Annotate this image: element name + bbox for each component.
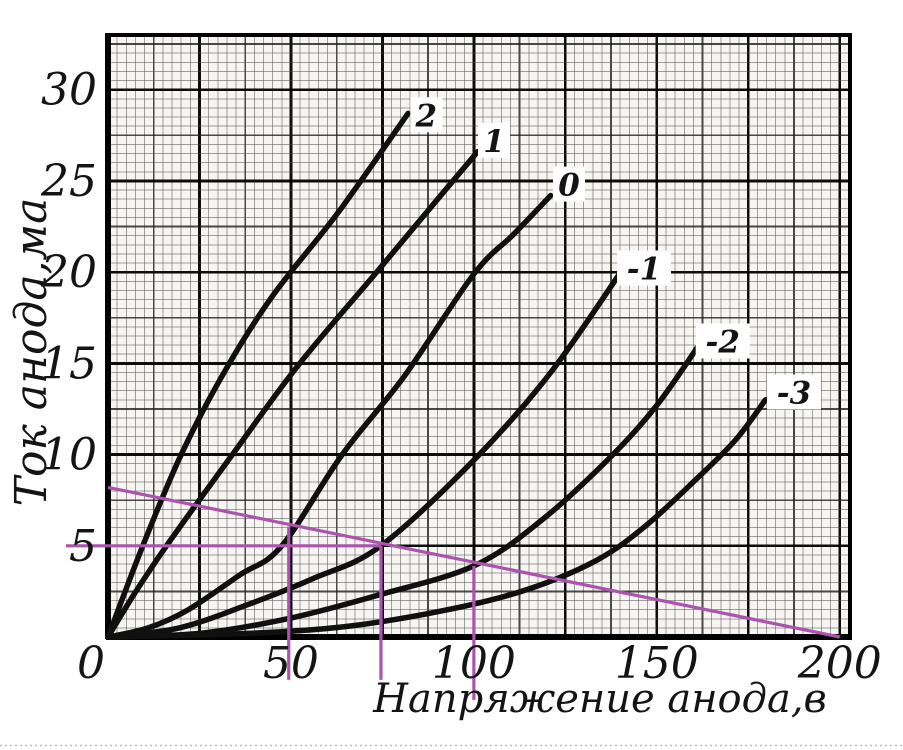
x-tick-label: 50 xyxy=(263,638,319,689)
curve-label-ug-1: 1 xyxy=(478,122,511,160)
x-tick-label: 150 xyxy=(615,638,699,689)
curve-label-background xyxy=(695,323,750,359)
curve-label-background xyxy=(767,374,822,410)
curve-label-text: 0 xyxy=(558,168,580,204)
curve-label-text: 2 xyxy=(415,98,438,134)
curve-label-ug--2: -2 xyxy=(695,323,750,360)
curve-label-ug-2: 2 xyxy=(410,97,443,134)
curve-label-background xyxy=(410,97,443,133)
curve-ug-1 xyxy=(105,149,481,640)
curve-label-ug-0: 0 xyxy=(553,166,586,204)
curve-label-text: 1 xyxy=(483,124,505,160)
curve-ug--3 xyxy=(105,397,769,640)
curve-label-background xyxy=(617,250,672,286)
y-tick-label: 10 xyxy=(41,430,97,481)
curve-label-ug--1: -1 xyxy=(617,250,672,288)
y-tick-label: 15 xyxy=(41,338,97,389)
load-line xyxy=(107,485,841,639)
y-tick-label: 5 xyxy=(69,521,97,572)
y-tick-label: 20 xyxy=(40,247,97,298)
y-tick-label: 30 xyxy=(41,65,97,116)
curve-ug-0 xyxy=(105,192,554,640)
curve-label-background xyxy=(478,122,511,158)
x-tick-label: 100 xyxy=(432,638,516,689)
curve-label-text: -2 xyxy=(705,324,739,360)
curve-label-ug--3: -3 xyxy=(767,374,822,412)
curve-ug--1 xyxy=(105,271,623,640)
x-tick-label: 200 xyxy=(797,638,882,689)
curve-label-background xyxy=(553,166,586,202)
x-axis-title: Напряжение анода,в xyxy=(372,676,827,722)
curve-label-text: -1 xyxy=(627,252,661,288)
y-tick-label: 25 xyxy=(40,156,97,207)
curve-label-text: -3 xyxy=(777,376,811,412)
y-axis-title: Ток анода,ма xyxy=(6,198,57,507)
x-tick-label: 0 xyxy=(77,638,105,689)
